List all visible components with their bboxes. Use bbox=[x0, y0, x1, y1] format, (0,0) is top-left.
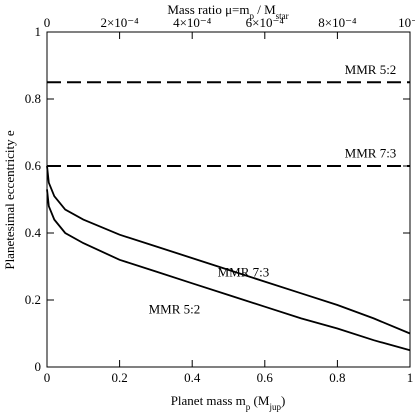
y-tick-label: 0.4 bbox=[25, 225, 42, 240]
label-part: jup bbox=[268, 402, 281, 412]
x2-tick-label: 6×10⁻⁴ bbox=[246, 15, 285, 30]
curve bbox=[46, 165, 411, 335]
x2-tick-label: 2×10⁻⁴ bbox=[100, 15, 139, 30]
label-part: p bbox=[250, 11, 255, 21]
series-label: MMR 7:3 bbox=[218, 265, 270, 280]
x2-tick-label: 8×10⁻⁴ bbox=[318, 15, 357, 30]
label-part: Planet mass m bbox=[171, 393, 246, 408]
y-tick-label: 0.6 bbox=[25, 158, 42, 173]
label-part: (M bbox=[250, 393, 270, 408]
x-tick-label: 0.4 bbox=[184, 370, 201, 385]
y-tick-label: 0 bbox=[35, 359, 42, 374]
x-tick-label: 1 bbox=[407, 370, 414, 385]
x-axis-label: Planet mass mp (Mjup) bbox=[171, 393, 286, 412]
series-label: MMR 5:2 bbox=[345, 62, 397, 77]
label-part: star bbox=[276, 11, 289, 21]
y-tick-label: 1 bbox=[35, 24, 42, 39]
x2-tick-label: 0 bbox=[44, 15, 51, 30]
x2-tick-label: 4×10⁻⁴ bbox=[173, 15, 212, 30]
plot-frame bbox=[46, 31, 411, 368]
series-label: MMR 7:3 bbox=[345, 146, 397, 161]
label-part: / M bbox=[254, 2, 276, 17]
x-tick-label: 0 bbox=[44, 370, 51, 385]
y-axis-label: Planetesimal eccentricity e bbox=[2, 130, 17, 270]
x-tick-label: 0.2 bbox=[111, 370, 127, 385]
label-part: ) bbox=[281, 393, 285, 408]
label-part: p bbox=[246, 402, 251, 412]
y-tick-label: 0.2 bbox=[25, 292, 41, 307]
series-label: MMR 5:2 bbox=[149, 301, 201, 316]
x2-axis-label: Mass ratio μ=mp / Mstar bbox=[167, 2, 288, 21]
x-tick-label: 0.8 bbox=[329, 370, 345, 385]
label-part: Mass ratio μ=m bbox=[167, 2, 249, 17]
curve bbox=[46, 189, 411, 352]
x2-tick-label: 10⁻³ bbox=[398, 15, 415, 30]
x-tick-label: 0.6 bbox=[257, 370, 274, 385]
y-tick-label: 0.8 bbox=[25, 91, 41, 106]
